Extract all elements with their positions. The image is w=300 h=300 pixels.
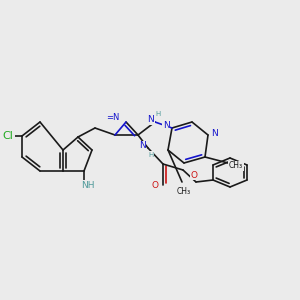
Text: N: N [139,142,145,151]
Text: N: N [211,128,218,137]
Text: CH₃: CH₃ [229,161,243,170]
Text: H: H [148,152,154,158]
Text: O: O [152,181,158,190]
Text: H: H [155,111,160,117]
Text: CH₃: CH₃ [177,187,191,196]
Text: N: N [148,116,154,124]
Text: =N: =N [106,112,120,122]
Text: N: N [163,122,170,130]
Text: NH: NH [81,181,95,190]
Text: Cl: Cl [3,131,13,141]
Text: O: O [190,170,197,179]
